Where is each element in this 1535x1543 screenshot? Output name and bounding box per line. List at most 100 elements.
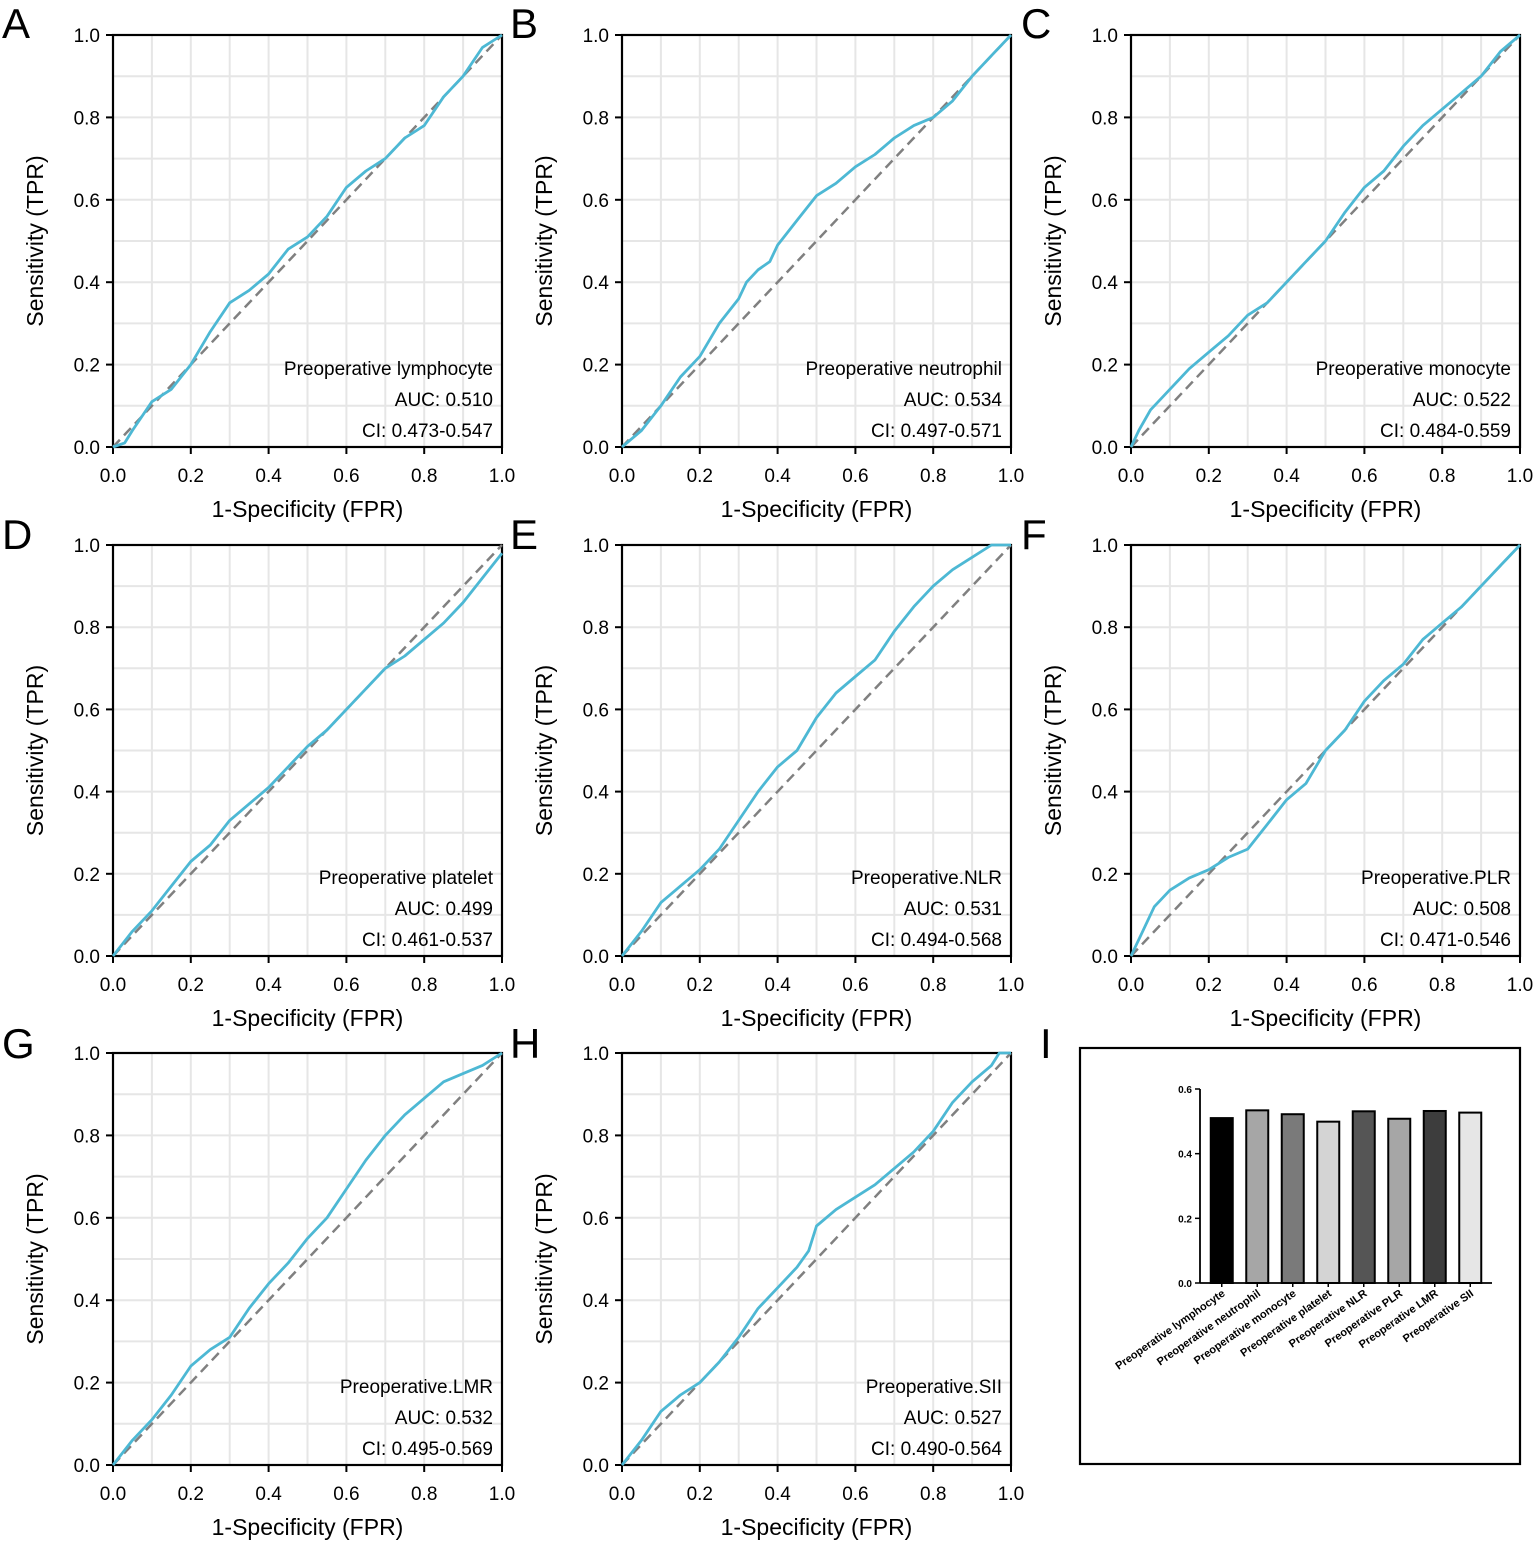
x-tick-label: 0.2 [178,975,204,996]
x-axis-label: 1-Specificity (FPR) [212,496,404,522]
x-tick-label: 0.8 [411,1484,437,1505]
y-tick-label: 0.2 [1092,356,1118,377]
y-tick-label: 1.0 [583,536,609,557]
x-tick-label: 0.6 [333,975,359,996]
y-axis-label: Sensitivity (TPR) [1040,665,1066,836]
roc-curve [112,33,503,449]
x-axis-label: 1-Specificity (FPR) [721,496,913,522]
annotation-name: Preoperative.PLR [1361,868,1511,889]
x-tick-label: 0.2 [687,466,713,487]
y-tick-label: 0.4 [1092,783,1119,804]
panel-letter-b: B [510,0,538,47]
annotation-auc: AUC: 0.527 [904,1408,1002,1429]
x-tick-label: 1.0 [998,466,1024,487]
bar [1422,1109,1447,1285]
y-tick-label: 0.4 [74,1291,101,1312]
roc-panel-g: 0.0 0.2 0.4 0.6 0.8 1.0 0.0 0.2 0.4 0.6 0.8 1.0 1-Sp… [22,1044,515,1540]
x-tick-label: 0.8 [920,1484,946,1505]
annotation-auc: AUC: 0.534 [904,390,1003,411]
panel-letter-h: H [510,1020,540,1067]
annotation-ci: CI: 0.494-0.568 [871,930,1002,951]
x-tick-label: 0.6 [842,466,868,487]
annotation-auc: AUC: 0.532 [395,1408,493,1429]
y-tick-label: 0.8 [1092,618,1118,639]
annotation-auc: AUC: 0.499 [395,899,493,920]
roc-curve [1129,544,1522,957]
x-tick-label: 0.8 [920,466,946,487]
y-tick-label: 0.6 [1092,700,1118,721]
reference-diagonal [621,34,1012,448]
y-tick-label: 0.0 [74,1456,100,1477]
roc-panel-c: 0.0 0.2 0.4 0.6 0.8 1.0 0.0 0.2 0.4 0.6 0.8 1.0 1-Sp… [1040,26,1533,522]
annotation-ci: CI: 0.473-0.547 [362,421,493,442]
annotation-name: Preoperative.NLR [851,868,1002,889]
y-tick-label: 0.2 [583,1374,609,1395]
reference-diagonal [621,1052,1012,1466]
y-tick-label: 0.0 [74,947,100,968]
annotation-ci: CI: 0.495-0.569 [362,1439,493,1460]
y-tick-label: 0.6 [583,700,609,721]
x-tick-label: 0.0 [609,975,635,996]
annotation-name: Preoperative.SII [866,1377,1002,1398]
y-tick-label: 1.0 [583,1044,609,1065]
y-tick-label: 0.2 [74,1374,100,1395]
y-tick-label: 0.2 [583,865,609,886]
y-tick-label: 0.4 [583,1291,610,1312]
plot-frame [620,543,1013,958]
plot-frame [1129,33,1522,449]
roc-panel-e: 0.0 0.2 0.4 0.6 0.8 1.0 0.0 0.2 0.4 0.6 0.8 1.0 1-Sp… [531,536,1024,1031]
x-tick-label: 0.6 [842,1484,868,1505]
x-tick-label: 1.0 [998,975,1024,996]
annotation-auc: AUC: 0.510 [395,390,493,411]
panel-letter-e: E [510,511,538,558]
y-tick-label: 0.8 [1092,108,1118,129]
x-tick-label: 0.8 [411,975,437,996]
x-axis-label: 1-Specificity (FPR) [721,1514,913,1540]
x-tick-label: 0.2 [1196,466,1222,487]
x-tick-label: 1.0 [1507,466,1533,487]
x-tick-label: 0.2 [178,1484,204,1505]
x-tick-label: 0.4 [764,1484,791,1505]
y-tick-label: 0.8 [583,618,609,639]
bar [1387,1117,1412,1285]
y-tick-label: 0.2 [74,356,100,377]
y-tick-label: 1.0 [74,26,100,47]
plot-frame [111,543,504,958]
bar [1245,1109,1270,1284]
x-tick-label: 0.4 [764,466,791,487]
x-tick-label: 0.0 [609,1484,635,1505]
roc-curve [620,1051,1011,1466]
x-tick-label: 0.8 [1429,975,1455,996]
y-tick-label: 0.8 [583,108,609,129]
annotation-name: Preoperative neutrophil [806,359,1002,380]
plot-frame [620,1051,1013,1467]
x-tick-label: 1.0 [998,1484,1024,1505]
panel-letter-a: A [2,0,30,47]
annotation-auc: AUC: 0.508 [1413,899,1511,920]
y-tick-label: 0.0 [583,947,609,968]
roc-panel-d: 0.0 0.2 0.4 0.6 0.8 1.0 0.0 0.2 0.4 0.6 0.8 1.0 1-Sp… [22,536,515,1031]
x-tick-label: 0.4 [1273,975,1300,996]
y-tick-label: 0.4 [1092,273,1119,294]
x-tick-label: 0.0 [609,466,635,487]
y-tick-label: 1.0 [1092,536,1118,557]
bar [1280,1113,1305,1284]
reference-diagonal [112,34,503,448]
x-tick-label: 0.2 [687,1484,713,1505]
roc-curve [621,34,1013,449]
x-tick-label: 1.0 [489,975,515,996]
panel-letter-f: F [1021,511,1047,558]
y-tick-label: 0.6 [74,191,100,212]
y-tick-label: 0.4 [583,273,610,294]
y-tick-label: 0.2 [1092,865,1118,886]
reference-diagonal [621,544,1012,957]
x-tick-label: 0.2 [687,975,713,996]
y-tick-label: 0.6 [1092,191,1118,212]
annotation-ci: CI: 0.471-0.546 [1380,930,1511,951]
y-axis-label: Sensitivity (TPR) [1040,155,1066,326]
y-tick-label: 0.6 [583,191,609,212]
y-tick-label: 0.0 [1092,947,1118,968]
x-tick-label: 0.6 [333,1484,359,1505]
bar-y-tick-label: 0.0 [1178,1279,1192,1290]
